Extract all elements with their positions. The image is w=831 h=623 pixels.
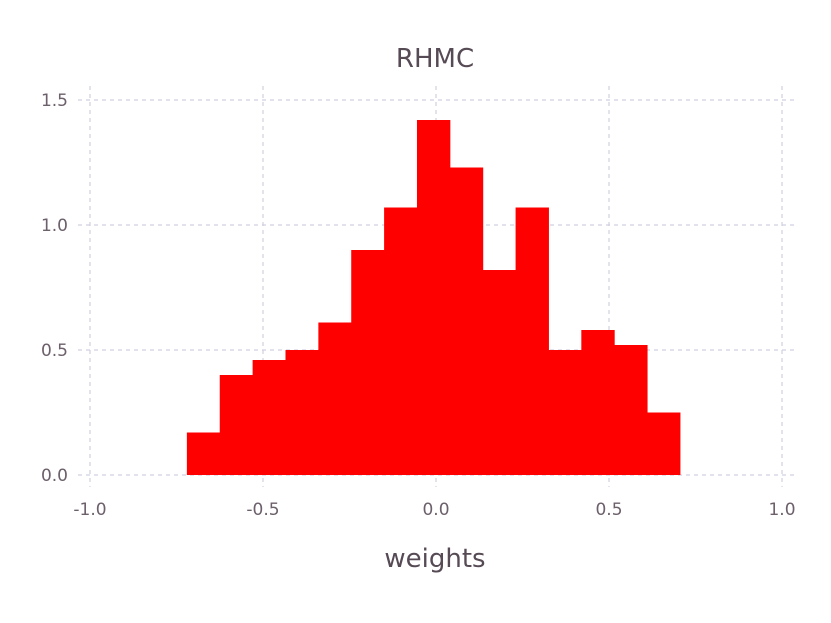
histogram-bar-7 xyxy=(416,120,451,475)
histogram-bar-10 xyxy=(515,207,549,475)
x-tick-label-2: 0.0 xyxy=(422,500,449,520)
y-axis-ticks: 0.0 0.5 1.0 1.5 xyxy=(41,91,68,486)
histogram-bar-6 xyxy=(384,207,418,475)
x-tick-label-0: -1.0 xyxy=(73,500,106,520)
histogram-bar-3 xyxy=(285,350,319,475)
histogram-bar-2 xyxy=(252,360,286,475)
x-tick-label-1: -0.5 xyxy=(246,500,279,520)
histogram-bars xyxy=(186,120,681,475)
histogram-bar-12 xyxy=(581,330,615,475)
histogram-bar-1 xyxy=(219,375,254,475)
x-axis-ticks: -1.0 -0.5 0.0 0.5 1.0 xyxy=(73,500,795,520)
y-tick-label-2: 1.0 xyxy=(41,216,68,236)
y-tick-label-1: 0.5 xyxy=(41,341,68,361)
y-tick-label-3: 1.5 xyxy=(41,91,68,111)
histogram-bar-13 xyxy=(614,345,648,475)
histogram-bar-14 xyxy=(647,412,681,475)
histogram-bar-5 xyxy=(351,250,385,475)
chart-title: RHMC xyxy=(396,44,474,74)
histogram-bar-4 xyxy=(318,322,352,475)
x-axis-label: weights xyxy=(384,544,485,574)
y-tick-label-0: 0.0 xyxy=(41,466,68,486)
histogram-bar-9 xyxy=(482,270,517,475)
x-tick-label-3: 0.5 xyxy=(595,500,622,520)
histogram-bar-0 xyxy=(186,432,221,475)
histogram-bar-11 xyxy=(548,350,582,475)
x-tick-label-4: 1.0 xyxy=(768,500,795,520)
histogram-bar-8 xyxy=(449,167,484,475)
